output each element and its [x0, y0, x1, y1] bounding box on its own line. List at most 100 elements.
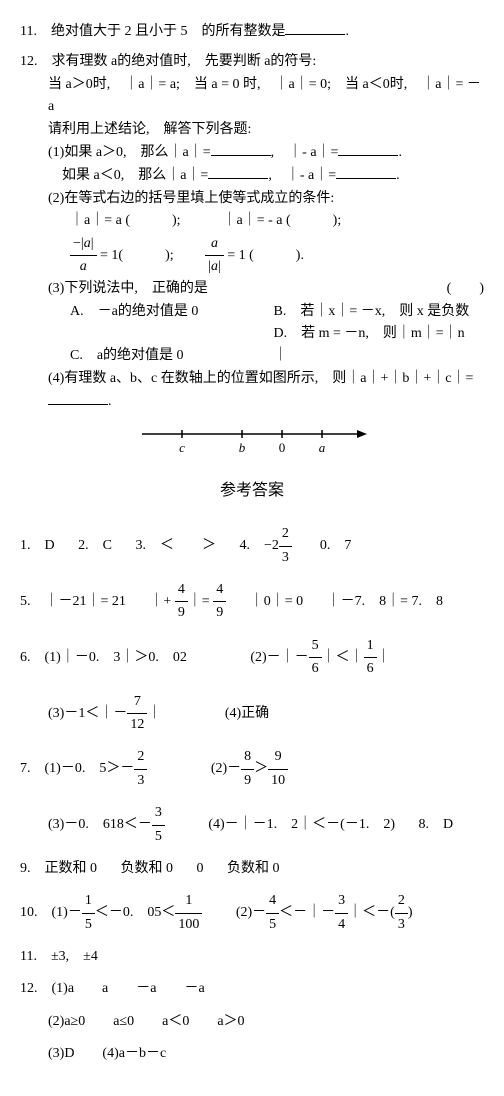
ans-row-1: 1. D 2. C 3. ＜ ＞ 4. −223 0. 7 [20, 523, 484, 569]
ans: 3. ＜ ＞ [135, 535, 216, 557]
ans-row-5: 5. ｜－21｜= 21 ｜+ 49｜= 49 ｜0｜= 0 ｜－7. 8｜= … [20, 579, 484, 625]
text: ｜ [377, 650, 391, 665]
fraction: 49 [175, 579, 188, 625]
ans: (2)－45＜－｜－34｜＜－(23) [236, 890, 413, 936]
ans-row-7: 7. (1)－0. 5＞－23 (2)－89＞910 [20, 746, 484, 792]
ans: (2)－89＞910 [211, 746, 288, 792]
ans-row-11: 11. ±3, ±4 [20, 946, 484, 968]
svg-text:a: a [319, 440, 326, 455]
ans-row-7-2: (3)－0. 618＜－35 (4)－｜－1. 2｜＜－(－1. 2) 8. D [20, 802, 484, 848]
ans: 负数和 0 [227, 858, 280, 880]
ans-row-6-2: (3)－1＜｜－712｜ (4)正确 [20, 691, 484, 737]
number-line: c b 0 a [20, 424, 484, 458]
fraction: −|a|a [70, 233, 97, 279]
ans: 7. (1)－0. 5＞－23 [20, 746, 147, 792]
text: , ｜- a｜= [268, 168, 336, 183]
q12-rule: 当 a＞0时, ｜a｜= a; 当 a = 0 时, ｜a｜= 0; 当 a＜0… [20, 74, 484, 119]
fraction: 89 [241, 746, 254, 792]
fraction: 16 [364, 635, 377, 681]
blank [211, 141, 271, 156]
text: = 1 ( ). [227, 248, 304, 263]
text: 7. (1)－0. 5＞－ [20, 761, 134, 776]
q12-p4: (4)有理数 a、b、c 在数轴上的位置如图所示, 则｜a｜+｜b｜+｜c｜=. [20, 368, 484, 414]
q12-p3: (3)下列说法中, 正确的是 ( ) [20, 278, 484, 300]
blank [338, 141, 398, 156]
text: (3)下列说法中, 正确的是 [48, 281, 208, 296]
text: ＜－｜－ [279, 905, 335, 920]
ans: 5. ｜－21｜= 21 [20, 591, 126, 613]
text: 如果 a＜0, 那么｜a｜= [62, 168, 208, 183]
ans: (3)－0. 618＜－35 [48, 802, 165, 848]
ans: ｜0｜= 0 [250, 591, 303, 613]
text: = 1( ); [100, 248, 174, 263]
fraction: 1100 [175, 890, 202, 936]
q12-p1-line2: 如果 a＜0, 那么｜a｜=, ｜- a｜=. [20, 164, 484, 187]
fraction: 712 [127, 691, 147, 737]
text: (2)－ [211, 761, 241, 776]
text: −2 [264, 538, 279, 553]
q12-p1-line1: (1)如果 a＞0, 那么｜a｜=, ｜- a｜=. [20, 141, 484, 164]
fraction: 49 [213, 579, 226, 625]
ans: 9. 正数和 0 [20, 858, 97, 880]
fraction: 23 [134, 746, 147, 792]
ans-row-12-2: (2)a≥0 a≤0 a＜0 a＞0 [20, 1011, 484, 1033]
text: (4)有理数 a、b、c 在数轴上的位置如图所示, 则｜a｜+｜b｜+｜c｜= [48, 371, 473, 386]
q12-instruction: 请利用上述结论, 解答下列各题: [20, 119, 484, 141]
fraction: 35 [152, 802, 165, 848]
fraction: 23 [279, 523, 292, 569]
text: ｜ [147, 706, 161, 721]
ans: (3)－1＜｜－712｜ [48, 691, 161, 737]
ans: 6. (1)｜－0. 3｜＞0. 02 [20, 647, 187, 669]
number-line-svg: c b 0 a [132, 424, 372, 458]
ans: 0 [197, 858, 204, 880]
text: (2)－｜－ [250, 650, 308, 665]
text: ｜= [188, 594, 213, 609]
text: (1)如果 a＞0, 那么｜a｜= [48, 145, 211, 160]
blank [285, 20, 345, 35]
blank [336, 164, 396, 179]
text: ｜+ [149, 594, 174, 609]
q12-p2bc: −|a|a = 1( ); a|a| = 1 ( ). [20, 233, 484, 279]
ans-row-6: 6. (1)｜－0. 3｜＞0. 02 (2)－｜－56｜＜｜16｜ [20, 635, 484, 681]
option-a: A. －a的绝对值是 0 [70, 301, 270, 323]
ans: 负数和 0 [121, 858, 174, 880]
fraction: a|a| [205, 233, 224, 279]
svg-text:c: c [179, 440, 185, 455]
fraction: 15 [82, 890, 95, 936]
q12-intro: 12. 求有理数 a的绝对值时, 先要判断 a的符号: [20, 51, 484, 73]
blank [208, 164, 268, 179]
ans: 2. C [78, 535, 112, 557]
text: 4. [239, 538, 264, 553]
option-b: B. 若｜x｜= －x, 则 x 是负数 [274, 301, 474, 323]
text: ) [408, 905, 413, 920]
q11-suffix: . [345, 24, 349, 39]
ans-row-9: 9. 正数和 0 负数和 0 0 负数和 0 [20, 858, 484, 880]
fraction: 45 [266, 890, 279, 936]
ans-row-10: 10. (1)－15＜－0. 05＜1100 (2)－45＜－｜－34｜＜－(2… [20, 890, 484, 936]
ans: ｜+ 49｜= 49 [149, 579, 226, 625]
text: ｜＜－( [348, 905, 395, 920]
question-12: 12. 求有理数 a的绝对值时, 先要判断 a的符号: 当 a＞0时, ｜a｜=… [20, 51, 484, 457]
option-d: D. 若 m = －n, 则｜m｜=｜n｜ [274, 323, 474, 368]
option-c: C. a的绝对值是 0 [70, 345, 270, 367]
ans-row-12-3: (3)D (4)a－b－c [20, 1043, 484, 1065]
text: (3)－0. 618＜－ [48, 817, 152, 832]
fraction: 910 [268, 746, 288, 792]
ans: ｜－7. 8｜= 7. 8 [327, 591, 443, 613]
q12-p3-options: A. －a的绝对值是 0 B. 若｜x｜= －x, 则 x 是负数 C. a的绝… [20, 301, 484, 368]
ans: 4. −223 0. 7 [239, 523, 351, 569]
svg-text:0: 0 [279, 440, 286, 455]
text: 10. (1)－ [20, 905, 82, 920]
text: , ｜- a｜= [271, 145, 339, 160]
q12-p2a: ｜a｜= a ( ); ｜a｜= - a ( ); [20, 210, 484, 232]
fraction: 34 [335, 890, 348, 936]
fraction: 56 [309, 635, 322, 681]
paren: ( ) [447, 278, 484, 300]
blank [48, 390, 108, 405]
fraction: 23 [395, 890, 408, 936]
text: ＞ [254, 761, 268, 776]
q12-p2: (2)在等式右边的括号里填上使等式成立的条件: [20, 188, 484, 210]
text: (2)－ [236, 905, 266, 920]
text: ＜－0. 05＜ [95, 905, 176, 920]
text: ｜＜｜ [322, 650, 364, 665]
